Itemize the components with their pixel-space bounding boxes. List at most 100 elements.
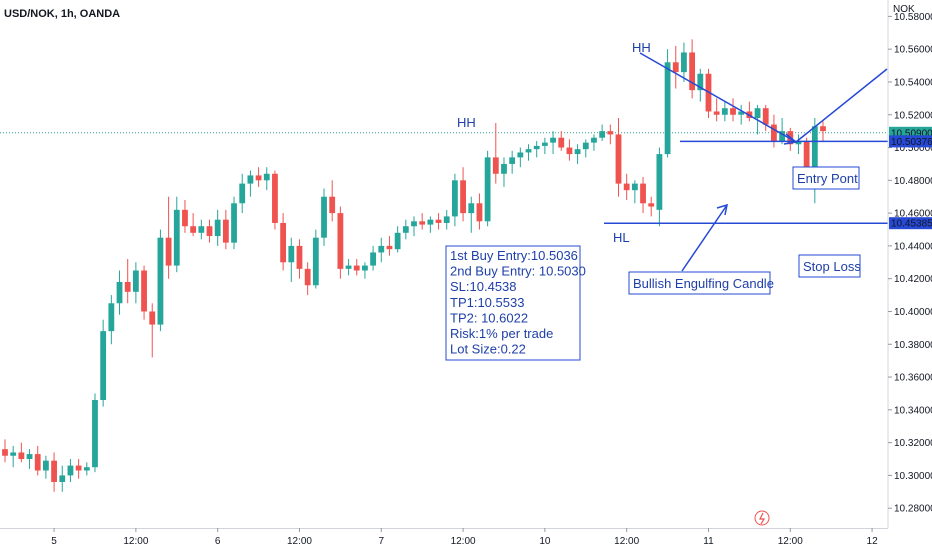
candle[interactable] (43, 455, 49, 479)
candle[interactable] (730, 98, 736, 122)
candle[interactable] (280, 213, 287, 271)
candle[interactable] (337, 206, 344, 279)
candle[interactable] (149, 303, 156, 358)
engulfing-arrow-line[interactable] (681, 204, 728, 272)
candle[interactable] (231, 196, 237, 250)
candle[interactable] (484, 150, 491, 227)
candle[interactable] (427, 216, 434, 233)
candle[interactable] (697, 68, 704, 102)
candle[interactable] (10, 445, 17, 468)
candle[interactable] (165, 196, 172, 279)
candle[interactable] (656, 147, 663, 227)
candle[interactable] (263, 167, 270, 191)
candle[interactable] (83, 462, 90, 476)
candle[interactable] (288, 237, 295, 282)
candle[interactable] (517, 147, 524, 168)
candle[interactable] (67, 459, 74, 482)
candle[interactable] (206, 219, 213, 243)
candle[interactable] (599, 124, 606, 141)
stop-loss-box[interactable] (798, 254, 861, 278)
candle[interactable] (795, 134, 802, 155)
candle[interactable] (75, 459, 82, 479)
candle[interactable] (820, 121, 826, 141)
candle[interactable] (631, 180, 638, 204)
candle[interactable] (116, 270, 123, 315)
candle[interactable] (713, 98, 720, 122)
candle[interactable] (607, 124, 614, 145)
candles[interactable] (2, 39, 826, 492)
candle[interactable] (2, 439, 8, 463)
candle[interactable] (525, 144, 532, 161)
candle[interactable] (92, 393, 98, 473)
candle[interactable] (100, 319, 107, 407)
candle[interactable] (370, 245, 376, 271)
candle[interactable] (738, 104, 745, 125)
annotations[interactable]: HH HH HL Entry Pont Stop Loss Bullish Engulfi… (445, 40, 888, 526)
candle[interactable] (541, 137, 548, 155)
candle[interactable] (124, 259, 131, 304)
candle[interactable] (476, 193, 483, 230)
candle[interactable] (672, 45, 679, 89)
price-tag[interactable] (889, 217, 932, 230)
candle[interactable] (353, 259, 360, 276)
candle[interactable] (721, 101, 728, 122)
candle[interactable] (468, 196, 475, 233)
trade-details-box[interactable] (445, 245, 581, 361)
candle[interactable] (394, 226, 401, 253)
engulfing-box[interactable] (628, 271, 771, 295)
candle[interactable] (132, 262, 139, 304)
candle[interactable] (26, 449, 33, 469)
candle[interactable] (623, 173, 630, 200)
candle[interactable] (591, 134, 597, 151)
candle[interactable] (312, 229, 319, 289)
candle[interactable] (689, 39, 696, 99)
candle[interactable] (321, 188, 327, 246)
candle[interactable] (402, 219, 409, 240)
candle[interactable] (190, 213, 197, 237)
candle[interactable] (182, 200, 188, 233)
candle[interactable] (141, 265, 147, 320)
candle[interactable] (198, 219, 205, 240)
candle[interactable] (173, 196, 180, 273)
candle[interactable] (304, 262, 311, 296)
candle[interactable] (664, 49, 671, 158)
candle[interactable] (18, 442, 25, 463)
candle[interactable] (582, 139, 589, 158)
candle[interactable] (746, 101, 753, 122)
entry-point-box[interactable] (792, 166, 860, 190)
candle[interactable] (329, 180, 336, 222)
candle[interactable] (247, 170, 254, 197)
time-axis[interactable]: 5 12:00 6 12:00 7 12:00 10 12:00 11 12:00 12 (0, 528, 888, 547)
candle[interactable] (411, 216, 417, 237)
projection-line[interactable] (795, 68, 888, 143)
candle[interactable] (681, 42, 687, 82)
candle[interactable] (443, 209, 450, 230)
lightning-icon[interactable] (754, 510, 770, 526)
candle[interactable] (296, 239, 303, 279)
candle[interactable] (558, 131, 565, 151)
candle[interactable] (378, 237, 385, 263)
candle[interactable] (460, 167, 466, 222)
candle[interactable] (574, 144, 581, 164)
candle[interactable] (419, 213, 426, 230)
candle[interactable] (272, 170, 278, 230)
candle[interactable] (239, 173, 246, 214)
candle[interactable] (435, 213, 442, 230)
candle[interactable] (345, 259, 352, 276)
candle[interactable] (566, 139, 573, 161)
candle[interactable] (362, 262, 368, 279)
trend-line[interactable] (639, 52, 797, 143)
price-axis[interactable]: NOK 10.28000 10.30000 10.32000 10.34000 10.36… (887, 0, 932, 550)
candle[interactable] (779, 118, 785, 145)
candle[interactable] (811, 118, 818, 204)
candle[interactable] (386, 236, 393, 256)
candle[interactable] (255, 167, 262, 187)
candle[interactable] (550, 131, 556, 155)
candle[interactable] (51, 452, 57, 492)
candle[interactable] (222, 209, 229, 250)
candle[interactable] (509, 150, 516, 174)
candle[interactable] (640, 177, 646, 214)
candle[interactable] (157, 229, 164, 332)
